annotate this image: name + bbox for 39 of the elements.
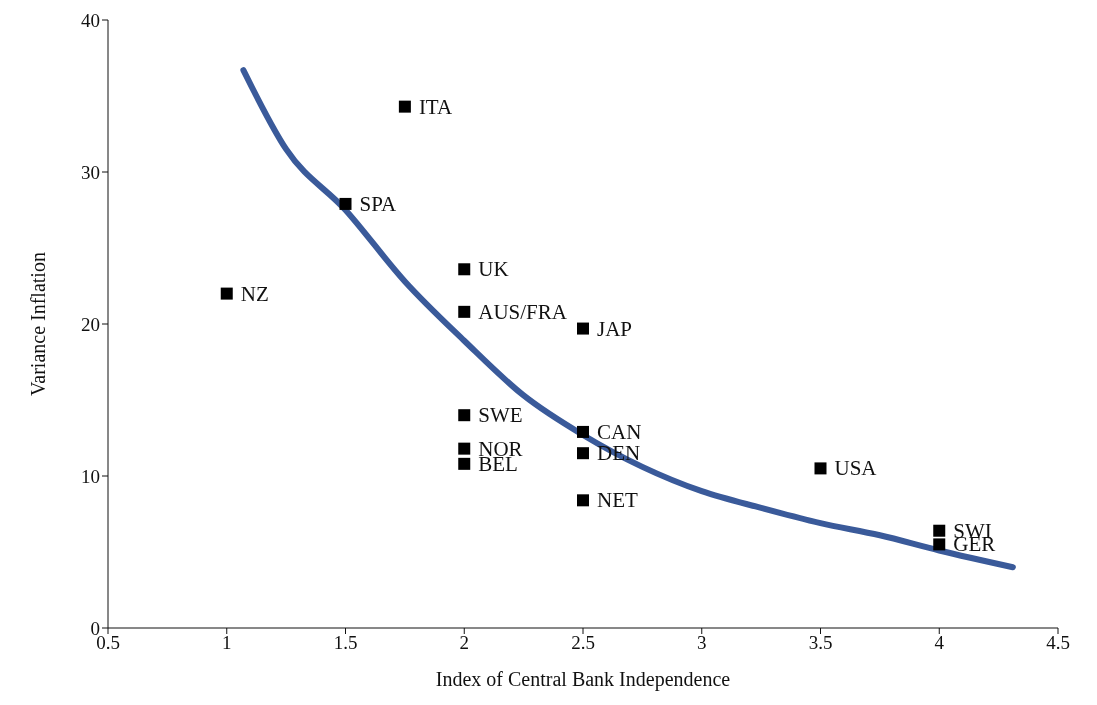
annotation: AUS/FRA <box>478 299 568 324</box>
annotation: NZ <box>240 281 269 306</box>
point <box>458 305 471 318</box>
annotation: JAP <box>597 316 633 341</box>
annotation: ITA <box>418 94 454 119</box>
point <box>220 287 233 300</box>
point <box>339 197 352 210</box>
point <box>577 447 589 460</box>
point <box>933 524 946 537</box>
x-tick-label: 3 <box>697 632 707 654</box>
point <box>814 462 827 475</box>
x-tick-label: 4.5 <box>1046 632 1070 654</box>
point <box>458 457 471 470</box>
annotation: UK <box>478 257 509 282</box>
point <box>577 425 589 438</box>
annotation: NET <box>597 488 638 513</box>
y-tick-label: 20 <box>81 313 100 335</box>
x-tick-label: 1 <box>222 632 232 654</box>
point <box>933 538 946 551</box>
point <box>398 100 411 113</box>
y-axis-title: Variance Inflation <box>27 252 50 396</box>
annotation: CAN <box>597 419 642 444</box>
annotation: SPA <box>359 191 397 216</box>
annotation: USA <box>834 456 878 481</box>
x-tick-label: 4 <box>934 632 945 654</box>
point <box>577 494 589 507</box>
y-tick-label: 30 <box>81 161 100 183</box>
x-tick-label: 2.5 <box>571 632 595 654</box>
y-tick-label: 10 <box>81 465 100 487</box>
y-tick-label: 40 <box>81 9 100 31</box>
x-axis-title: Index of Central Bank Independence <box>435 668 731 691</box>
point <box>458 263 471 276</box>
x-tick-label: 2 <box>459 632 469 654</box>
annotation: SWE <box>478 403 523 428</box>
x-tick-label: 3.5 <box>808 632 833 654</box>
point <box>458 442 471 455</box>
point <box>577 322 589 335</box>
point <box>458 409 471 422</box>
x-tick-label: 1.5 <box>333 632 358 654</box>
